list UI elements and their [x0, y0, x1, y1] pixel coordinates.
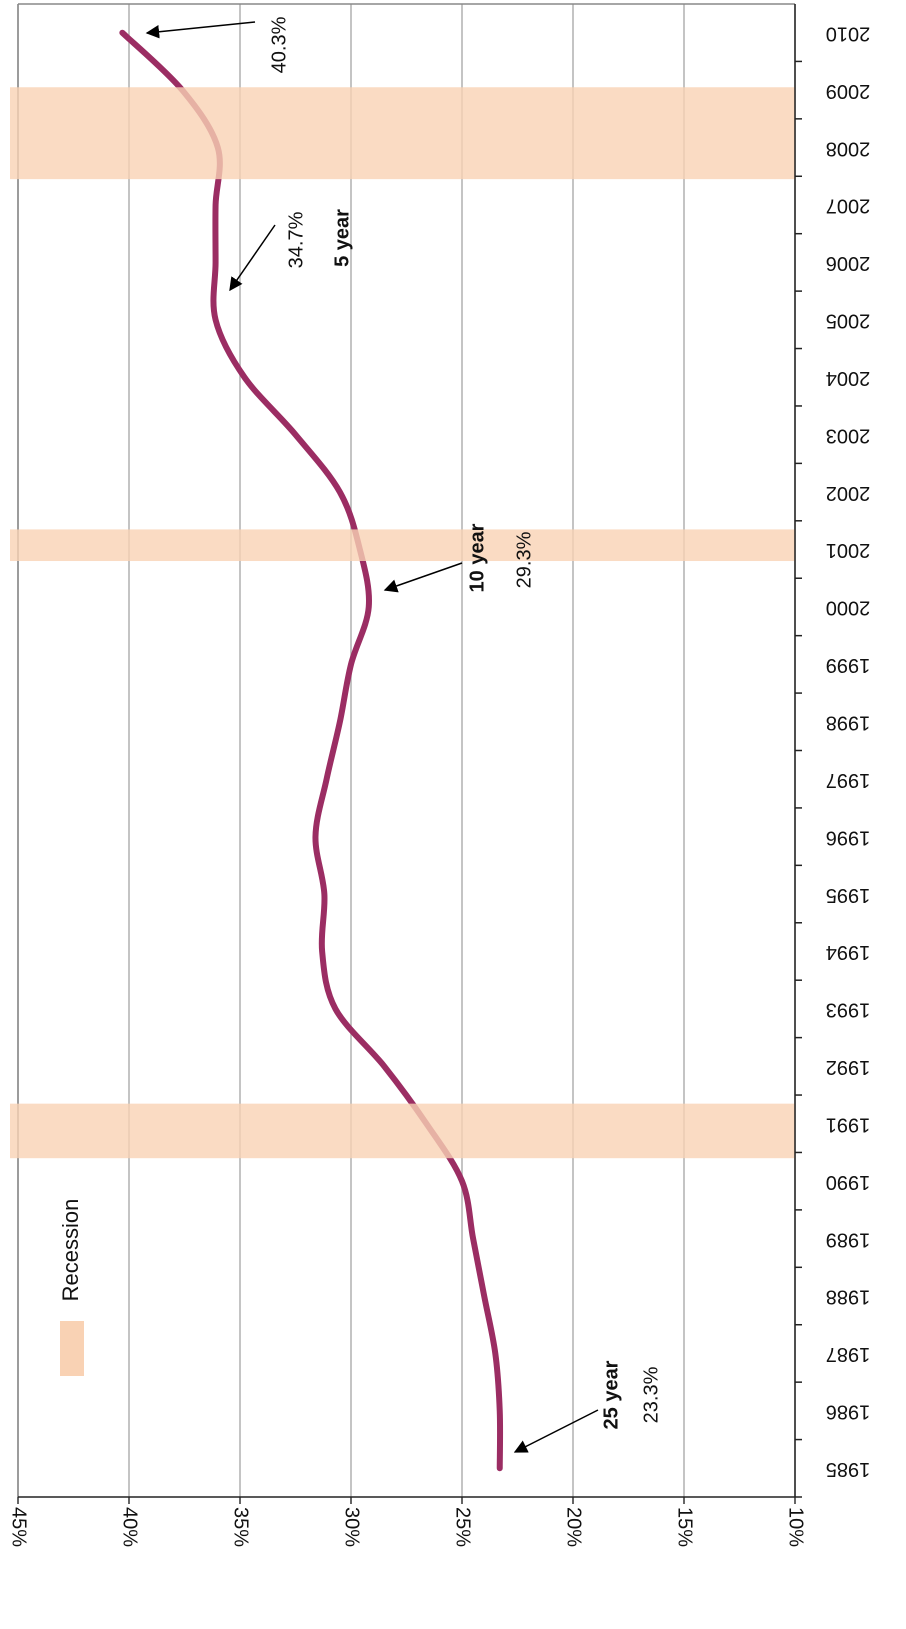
x-tick-label: 1994 [826, 941, 871, 963]
annotation-arrow [229, 224, 276, 292]
x-tick-label: 2010 [826, 22, 871, 44]
x-tick-label: 1992 [826, 1056, 871, 1078]
y-tick-label: 45% [8, 1507, 30, 1547]
x-tick-label: 1989 [826, 1228, 871, 1250]
y-tick-label: 25% [452, 1507, 474, 1547]
legend-label: Recession [58, 1199, 83, 1302]
x-tick-label: 2002 [826, 482, 871, 504]
x-tick-label: 1998 [826, 712, 871, 734]
y-tick-label: 15% [674, 1507, 696, 1547]
x-tick-label: 1987 [826, 1343, 871, 1365]
x-tick-label: 2007 [826, 195, 871, 217]
legend-swatch [60, 1321, 84, 1376]
x-tick-label: 2000 [826, 597, 871, 619]
line [119, 29, 504, 1472]
x-tick-label: 2001 [826, 539, 871, 561]
annotation-title: 25 year [600, 1360, 622, 1429]
recession-band [10, 1103, 795, 1159]
x-tick-label: 1985 [826, 1458, 871, 1480]
y-tick-label: 40% [119, 1507, 141, 1547]
annotation-label: 23.3% [640, 1366, 662, 1423]
x-tick-label: 1993 [826, 999, 871, 1021]
annotation-arrow [145, 21, 256, 39]
annotation-label: 29.3% [513, 531, 535, 588]
x-tick-label: 2004 [826, 367, 871, 389]
y-tick-label: 35% [230, 1507, 252, 1547]
x-tick-label: 1996 [826, 826, 871, 848]
y-tick-label: 20% [563, 1507, 585, 1547]
x-tick-label: 2009 [826, 80, 871, 102]
x-tick-label: 1995 [826, 884, 871, 906]
annotation-title: 5 year [331, 209, 353, 267]
annotation-label: 34.7% [285, 211, 307, 268]
x-tick-label: 1997 [826, 769, 871, 791]
x-tick-label: 1991 [826, 1113, 871, 1135]
x-tick-label: 1999 [826, 654, 871, 676]
x-tick-label: 2008 [826, 137, 871, 159]
recession-band [10, 529, 795, 562]
annotation-label: 40.3% [268, 16, 290, 73]
annotation-arrow [383, 562, 463, 593]
x-tick-label: 1990 [826, 1171, 871, 1193]
recession-band [10, 87, 795, 180]
annotation-arrow [513, 1409, 599, 1453]
y-tick-label: 10% [785, 1507, 807, 1547]
x-tick-label: 2006 [826, 252, 871, 274]
x-tick-label: 1986 [826, 1401, 871, 1423]
x-tick-label: 2005 [826, 310, 871, 332]
x-tick-label: 1988 [826, 1286, 871, 1308]
y-tick-label: 30% [341, 1507, 363, 1547]
x-tick-label: 2003 [826, 424, 871, 446]
annotation-title: 10 year [466, 523, 488, 592]
